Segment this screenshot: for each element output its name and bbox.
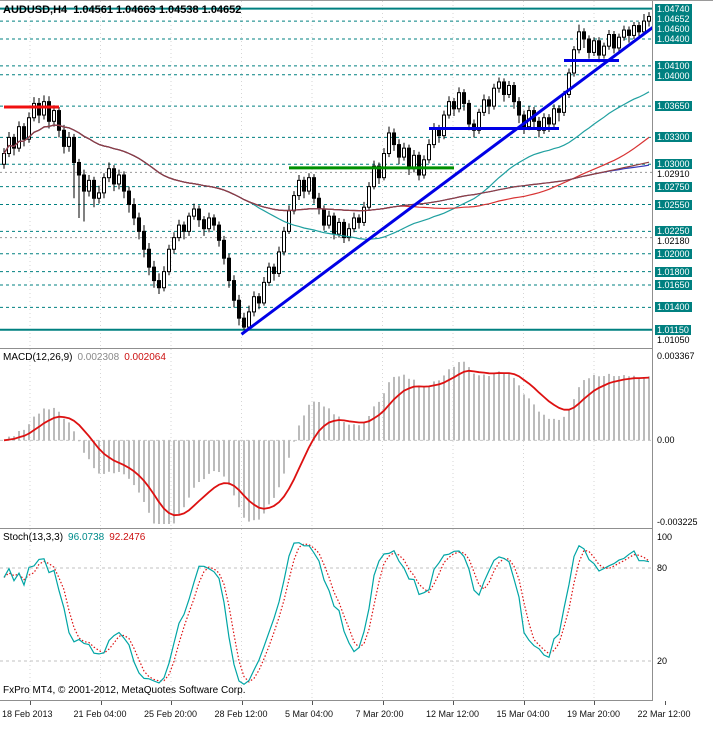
price-level-label: 1.01800 [655,266,692,277]
macd-histogram [8,361,650,524]
stochastic-panel[interactable] [0,529,652,700]
macd-label: MACD(12,26,9) [3,352,73,363]
vertical-gridlines [29,529,595,700]
time-axis-label: 7 Mar 20:00 [355,709,404,719]
price-level-label: 1.01150 [655,324,691,335]
stoch-indicator-header: Stoch(13,3,3) 96.0738 92.2476 [3,532,150,543]
price-level-label: 1.01650 [655,280,692,291]
macd-value: 0.002308 [77,352,120,363]
stoch-k-line [3,542,650,686]
time-tick [241,701,243,705]
price-level-label: 1.02180 [657,236,690,247]
stoch-k-value: 96.0738 [68,532,105,543]
macd-scale-zero: 0.00 [657,435,675,446]
main-price-chart[interactable] [0,1,652,348]
price-level-label: 1.02750 [655,181,692,192]
current-price-label: 1.04652 [655,13,692,24]
stoch-label: Stoch(13,3,3) [3,532,64,543]
price-level-label: 1.03300 [655,132,692,143]
time-axis-label: 15 Mar 04:00 [496,709,550,719]
macd-signal-value: 0.002064 [124,352,166,363]
time-tick [100,701,102,705]
price-level-label: 1.02910 [657,169,690,180]
price-level-label: 1.04400 [655,34,692,44]
panel-separator-macd-stoch[interactable] [0,528,713,529]
price-scale[interactable]: 1.04740 1.04652 1.04600 1.04400 1.04100 1.040… [652,1,713,701]
chart-title: AUDUSD,H4 1.04561 1.04663 1.04538 1.04652 [3,4,247,16]
macd-scale-min: -0.003225 [657,517,698,527]
macd-scale-max: 0.003367 [657,351,695,361]
sma-160-darkred [3,124,650,212]
macd-panel[interactable] [0,349,652,528]
price-level-label: 1.04000 [655,70,692,81]
price-level-label: 1.02000 [655,248,692,259]
time-axis-label: 19 Mar 20:00 [567,709,621,719]
time-axis-label: 21 Feb 04:00 [73,709,127,719]
ascending-trendline[interactable] [240,26,653,336]
platform-copyright: FxPro MT4, © 2001-2012, MetaQuotes Softw… [3,685,246,696]
panel-separator-main-macd[interactable] [0,348,713,349]
price-level-label: 1.03650 [655,101,692,112]
macd-indicator-header: MACD(12,26,9) 0.002308 0.002064 [3,352,171,363]
price-level-label: 1.02250 [655,226,692,237]
ohlc-values: 1.04561 1.04663 1.04538 1.04652 [73,4,242,16]
price-level-label: 1.01400 [655,302,692,313]
time-axis-label: 28 Feb 12:00 [214,709,268,719]
price-level-label: 1.04100 [655,60,692,71]
time-tick [382,701,384,705]
price-level-label: 1.02550 [655,199,692,210]
stoch-scale-20: 20 [657,656,668,666]
time-tick [30,701,31,705]
price-level-label: 1.04600 [655,23,692,34]
price-level-label: 1.04740 [655,3,692,14]
stoch-d-line [3,543,650,683]
time-tick [453,701,454,705]
time-tick [312,701,313,705]
time-axis[interactable]: 18 Feb 2013 21 Feb 04:00 25 Feb 20:00 28 Fe… [0,701,713,730]
drawing-objects-layer[interactable] [4,26,653,336]
time-axis-border [0,700,713,701]
stoch-scale-100: 100 [657,532,673,542]
stoch-d-value: 92.2476 [109,532,146,543]
symbol-timeframe-label: AUDUSD,H4 [3,4,68,16]
time-axis-label: 22 Mar 12:00 [637,709,691,719]
stoch-scale-80: 80 [657,563,668,573]
time-tick [594,701,595,705]
time-axis-label: 18 Feb 2013 [2,709,53,719]
candlesticks-layer [2,12,651,330]
price-level-label: 1.03000 [655,159,692,170]
moving-averages-layer [3,91,650,240]
time-axis-label: 5 Mar 04:00 [285,709,334,719]
time-tick [664,701,666,705]
time-tick [171,701,172,705]
time-axis-label: 25 Feb 20:00 [144,709,198,719]
macd-signal-line [3,369,650,517]
time-tick [523,701,525,705]
price-level-label: 1.01050 [657,334,690,345]
time-axis-label: 12 Mar 12:00 [426,709,480,719]
